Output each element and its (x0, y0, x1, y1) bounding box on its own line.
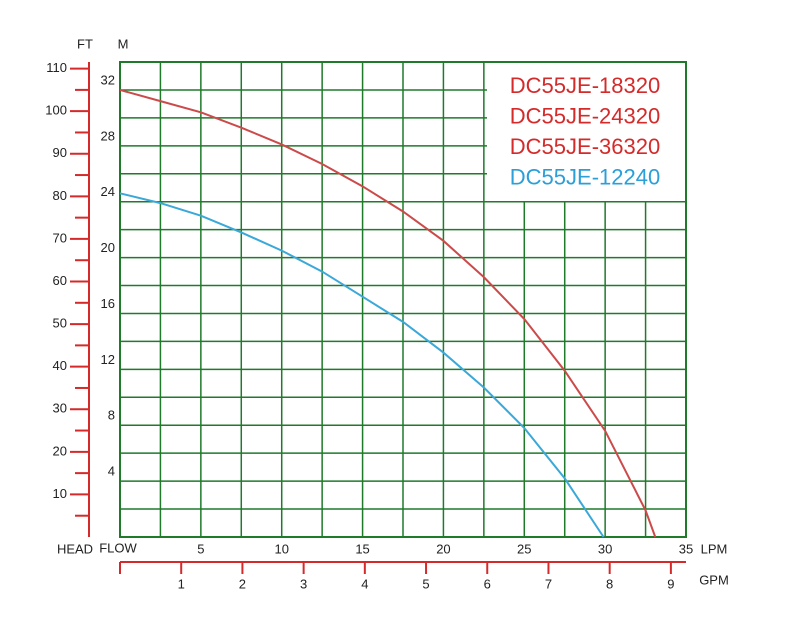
x-tick-label: 30 (598, 541, 612, 556)
plot-border (119, 61, 687, 538)
ft-tick-label: 30 (53, 401, 67, 416)
ft-tick-label: 60 (53, 273, 67, 288)
gpm-tick-label: 6 (484, 576, 491, 591)
x-tick-label: 25 (517, 541, 531, 556)
y-tick-label: 8 (108, 408, 115, 423)
legend-entry: DC55JE-12240 (510, 164, 660, 189)
x-tick-label: 35 (679, 541, 693, 556)
x-tick-label: 20 (436, 541, 450, 556)
legend-entry: DC55JE-24320 (510, 103, 660, 128)
ft-tick-label: 20 (53, 443, 67, 458)
x-tick-label: 10 (274, 541, 288, 556)
m-label: M (118, 36, 129, 51)
ft-tick-label: 10 (53, 486, 67, 501)
head-label: HEAD (57, 541, 93, 556)
y-tick-label: 32 (101, 72, 115, 87)
y-tick-label: 24 (101, 184, 115, 199)
gpm-tick-label: 1 (178, 576, 185, 591)
gpm-tick-label: 8 (606, 576, 613, 591)
ft-tick-label: 100 (45, 103, 67, 118)
x-tick-label: 5 (197, 541, 204, 556)
gpm-tick-label: 2 (239, 576, 246, 591)
gpm-tick-label: 5 (422, 576, 429, 591)
flow-label: FLOW (99, 540, 137, 555)
gpm-tick-label: 3 (300, 576, 307, 591)
ft-tick-label: 90 (53, 145, 67, 160)
curve (119, 192, 605, 538)
y-tick-label: 20 (101, 240, 115, 255)
ft-label: FT (77, 36, 93, 51)
ft-tick-label: 50 (53, 316, 67, 331)
ft-tick-label: 40 (53, 358, 67, 373)
y-tick-label: 4 (108, 464, 115, 479)
y-tick-label: 12 (101, 352, 115, 367)
legend-entry: DC55JE-18320 (510, 73, 660, 98)
ft-tick-label: 110 (46, 60, 67, 75)
x-tick-label: 15 (355, 541, 369, 556)
gpm-tick-label: 9 (667, 576, 674, 591)
y-tick-label: 28 (101, 128, 115, 143)
legend-box (487, 63, 685, 201)
gpm-tick-label: 7 (545, 576, 552, 591)
ft-tick-label: 80 (53, 188, 67, 203)
gpm-tick-label: 4 (361, 576, 368, 591)
curve (119, 88, 657, 538)
y-tick-label: 16 (101, 296, 115, 311)
gpm-label: GPM (699, 572, 729, 587)
ft-tick-label: 70 (53, 230, 67, 245)
lpm-label: LPM (701, 541, 728, 556)
legend-entry: DC55JE-36320 (510, 134, 660, 159)
